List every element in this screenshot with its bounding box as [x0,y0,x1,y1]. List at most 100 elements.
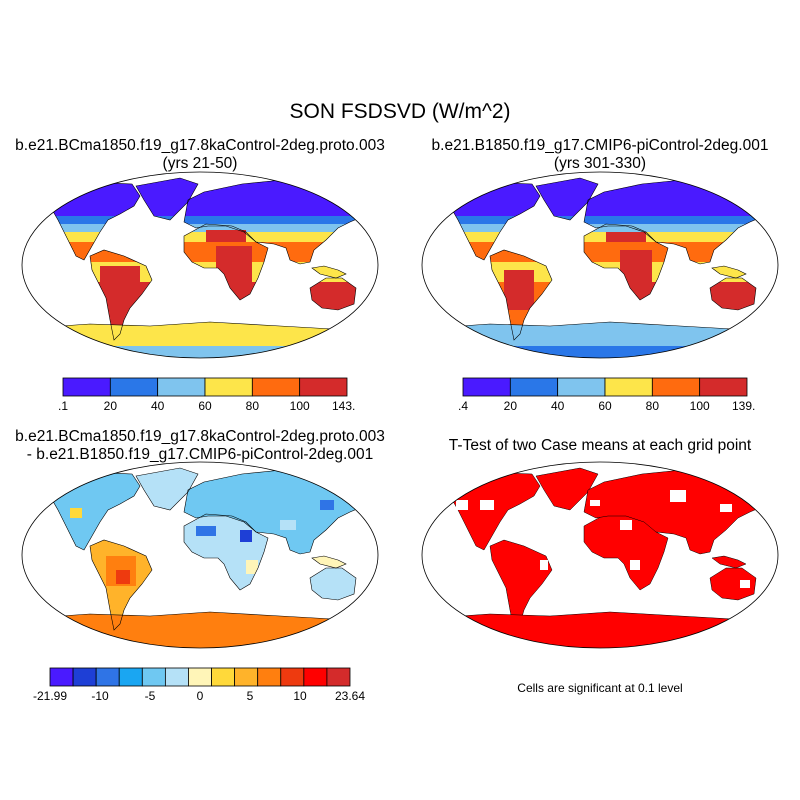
colorbar-swatch [62,377,111,397]
coastline-australia [309,277,357,311]
figure-title: SON FSDSVD (W/m^2) [289,100,511,123]
colorbar-swatch [118,667,143,687]
map-panel-control-8ka [21,171,379,359]
colorbar-tick-label: 20 [504,399,518,413]
colorbar-swatch [251,377,301,397]
field-high [620,250,652,286]
colorbar-tick-label: 60 [198,399,212,413]
colorbar-swatch [509,377,559,397]
map-boundary [21,461,379,649]
colorbar-swatch [234,667,259,687]
coastline-namerica [45,471,141,551]
field-band [32,178,374,216]
land-namerica [46,472,140,550]
field-band [32,232,374,242]
non-significant-cell [456,500,468,510]
field-high [504,270,534,310]
colorbar-tick-label: -21.99 [33,689,67,703]
colorbar-swatch [164,667,189,687]
colorbar-swatch [188,667,212,687]
land-eurasia [184,470,374,554]
colorbar-swatch [72,667,97,687]
field-high [216,246,252,282]
significance-greenland [535,467,599,511]
anomaly-cell [196,526,216,536]
colorbar-swatch [326,667,351,687]
field-band [32,262,374,282]
colorbar-tick-label: 80 [646,399,660,413]
colorbar-tick-label: 10 [293,689,307,703]
colorbar-tick-label: 100 [690,399,710,413]
coastline-africa [183,223,269,301]
colorbar-swatch [280,667,305,687]
panel-bl-title-line1: b.e21.BCma1850.f19_g17.8kaControl-2deg.p… [15,428,385,445]
land-australia [310,568,356,600]
map-panel-difference [21,461,379,649]
panel-tr-title-line2: (yrs 301-330) [553,155,647,172]
colorbar-swatch [257,667,282,687]
colorbar-swatch [95,667,120,687]
colorbar-tick-label: 143.6 [332,399,355,413]
field-band [432,232,774,242]
non-significant-cell [540,560,548,570]
non-significant-cell [720,504,732,512]
colorbar-swatch [604,377,653,397]
field-band [432,224,774,232]
map-panel-ttest [421,461,779,649]
coastline-samerica [89,539,153,631]
coastline-indonesia [311,555,347,569]
significance-indonesia [711,555,747,569]
non-significant-cell [670,490,686,502]
non-significant-cell [740,580,750,588]
coastline-samerica [489,249,553,341]
significance-australia [709,567,757,601]
field-high [100,266,140,306]
colorbar-bl: -21.99 -10 -5 0 5 10 23.64 [33,667,365,703]
significance-samerica [489,539,553,631]
field-high [316,282,352,306]
colorbar-tr: .4 20 40 60 80 100 139.4 [458,377,755,413]
land-greenland [136,468,198,510]
panel-tr-title-line1: b.e21.B1850.f19_g17.CMIP6-piControl-2deg… [431,137,769,154]
panel-tl-title-line2: (yrs 21-50) [162,155,238,172]
anomaly-cell [320,500,334,510]
colorbar-tick-label: -5 [145,689,156,703]
colorbar-swatch [109,377,159,397]
significance-note: Cells are significant at 0.1 level [517,681,683,695]
colorbar-tick-label: 139.4 [732,399,755,413]
colorbar-swatch [204,377,253,397]
colorbar-swatch [557,377,606,397]
panel-tl-title-line1: b.e21.BCma1850.f19_g17.8kaControl-2deg.p… [15,137,385,154]
colorbar-tick-label: -10 [91,689,109,703]
significance-namerica [445,471,541,551]
field-high [206,230,246,242]
colorbar-swatch [699,377,748,397]
map-boundary [21,171,379,359]
colorbar-tick-label: 20 [104,399,118,413]
coastline-greenland [535,177,599,221]
map-boundary [421,461,779,649]
non-significant-cell [512,516,522,524]
colorbar-swatch [49,667,74,687]
coastline-africa [583,223,669,301]
colorbar-tick-label: .1 [58,399,68,413]
coastline-indonesia [711,265,747,279]
coastline-australia [709,277,757,311]
field-band [32,216,374,224]
coastline-greenland [135,467,199,511]
field-band [432,178,774,216]
colorbar-swatch [462,377,511,397]
colorbar-swatch [211,667,236,687]
anomaly-cell [140,500,150,508]
significance-antarctica [431,611,773,648]
map-boundary [421,171,779,359]
non-significant-cell [630,560,640,570]
map-panel-control-pi [421,171,779,359]
colorbar-swatch [141,667,166,687]
colorbar-tl: .1 20 40 60 80 100 143.6 [58,377,355,413]
colorbar-tick-label: 60 [598,399,612,413]
anomaly-cell [116,570,130,584]
field-band [32,224,374,232]
colorbar-tick-label: 5 [247,689,254,703]
coastline-namerica [445,181,541,261]
